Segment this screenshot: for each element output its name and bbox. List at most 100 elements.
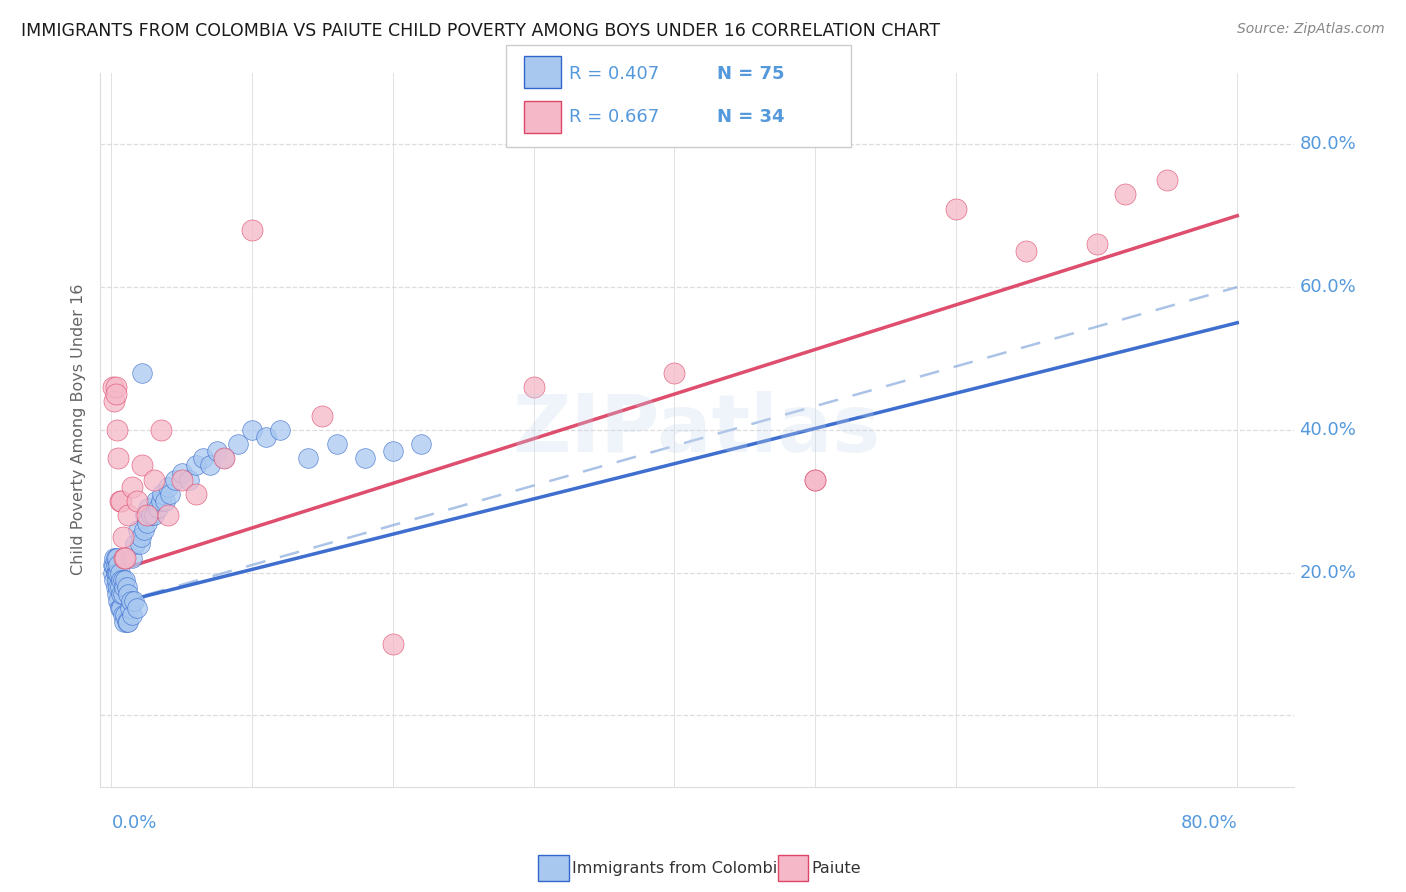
Point — [121, 608, 143, 623]
Point — [108, 580, 131, 594]
Point — [142, 473, 165, 487]
Point — [523, 380, 546, 394]
Point — [122, 594, 145, 608]
Point — [1015, 244, 1038, 259]
Point — [156, 480, 179, 494]
Point — [146, 501, 169, 516]
Point — [135, 508, 157, 523]
Point — [105, 551, 128, 566]
Point — [135, 516, 157, 530]
Point — [103, 551, 125, 566]
Point — [114, 573, 136, 587]
Point — [184, 487, 207, 501]
Point — [107, 580, 129, 594]
Point — [112, 615, 135, 630]
Point — [108, 494, 131, 508]
Point — [114, 551, 136, 566]
Point — [101, 380, 124, 394]
Point — [297, 451, 319, 466]
Point — [107, 566, 129, 580]
Point — [381, 637, 404, 651]
Point — [124, 537, 146, 551]
Point — [104, 380, 127, 394]
Point — [104, 566, 127, 580]
Point — [170, 473, 193, 487]
Point — [110, 601, 132, 615]
Text: ZIPatlas: ZIPatlas — [513, 391, 882, 469]
Point — [112, 580, 135, 594]
Text: 80.0%: 80.0% — [1181, 814, 1237, 832]
Point — [107, 594, 129, 608]
Point — [110, 587, 132, 601]
Point — [142, 508, 165, 523]
Point — [325, 437, 347, 451]
Point — [149, 494, 172, 508]
Point — [108, 566, 131, 580]
Text: Immigrants from Colombia: Immigrants from Colombia — [572, 862, 787, 876]
Point — [110, 494, 132, 508]
Point — [254, 430, 277, 444]
Point — [103, 558, 125, 573]
Text: 20.0%: 20.0% — [1299, 564, 1357, 582]
Point — [136, 501, 159, 516]
Point — [105, 423, 128, 437]
Point — [128, 537, 150, 551]
Point — [111, 587, 134, 601]
Point — [191, 451, 214, 466]
Text: 0.0%: 0.0% — [111, 814, 156, 832]
Point — [226, 437, 249, 451]
Point — [117, 615, 139, 630]
Point — [212, 451, 235, 466]
Point — [156, 508, 179, 523]
Text: Source: ZipAtlas.com: Source: ZipAtlas.com — [1237, 22, 1385, 37]
Point — [104, 551, 127, 566]
Point — [125, 494, 148, 508]
Point — [120, 594, 142, 608]
Text: 60.0%: 60.0% — [1299, 278, 1357, 296]
Point — [108, 601, 131, 615]
Point — [115, 615, 138, 630]
Point — [145, 494, 167, 508]
Point — [205, 444, 228, 458]
Point — [118, 601, 141, 615]
Point — [664, 366, 686, 380]
Point — [240, 423, 263, 437]
Point — [149, 423, 172, 437]
Text: 80.0%: 80.0% — [1299, 136, 1357, 153]
Point — [311, 409, 333, 423]
Point — [104, 558, 127, 573]
Point — [1085, 237, 1108, 252]
Point — [198, 458, 221, 473]
Point — [101, 566, 124, 580]
Point — [112, 551, 135, 566]
Point — [945, 202, 967, 216]
Point — [125, 601, 148, 615]
Point — [134, 508, 156, 523]
Point — [110, 573, 132, 587]
Point — [240, 223, 263, 237]
Point — [107, 451, 129, 466]
Point — [353, 451, 375, 466]
Y-axis label: Child Poverty Among Boys Under 16: Child Poverty Among Boys Under 16 — [72, 285, 86, 575]
Point — [111, 573, 134, 587]
Point — [804, 473, 827, 487]
Point — [159, 487, 181, 501]
Point — [104, 580, 127, 594]
Point — [184, 458, 207, 473]
Point — [129, 530, 152, 544]
Point — [804, 473, 827, 487]
Point — [131, 458, 153, 473]
Point — [121, 551, 143, 566]
Point — [117, 508, 139, 523]
Point — [104, 387, 127, 401]
Text: IMMIGRANTS FROM COLOMBIA VS PAIUTE CHILD POVERTY AMONG BOYS UNDER 16 CORRELATION: IMMIGRANTS FROM COLOMBIA VS PAIUTE CHILD… — [21, 22, 941, 40]
Point — [115, 580, 138, 594]
Point — [177, 473, 200, 487]
Point — [103, 573, 125, 587]
Point — [1156, 173, 1178, 187]
Point — [111, 608, 134, 623]
Point — [101, 558, 124, 573]
Text: N = 34: N = 34 — [717, 109, 785, 127]
Point — [163, 473, 186, 487]
Text: N = 75: N = 75 — [717, 65, 785, 83]
